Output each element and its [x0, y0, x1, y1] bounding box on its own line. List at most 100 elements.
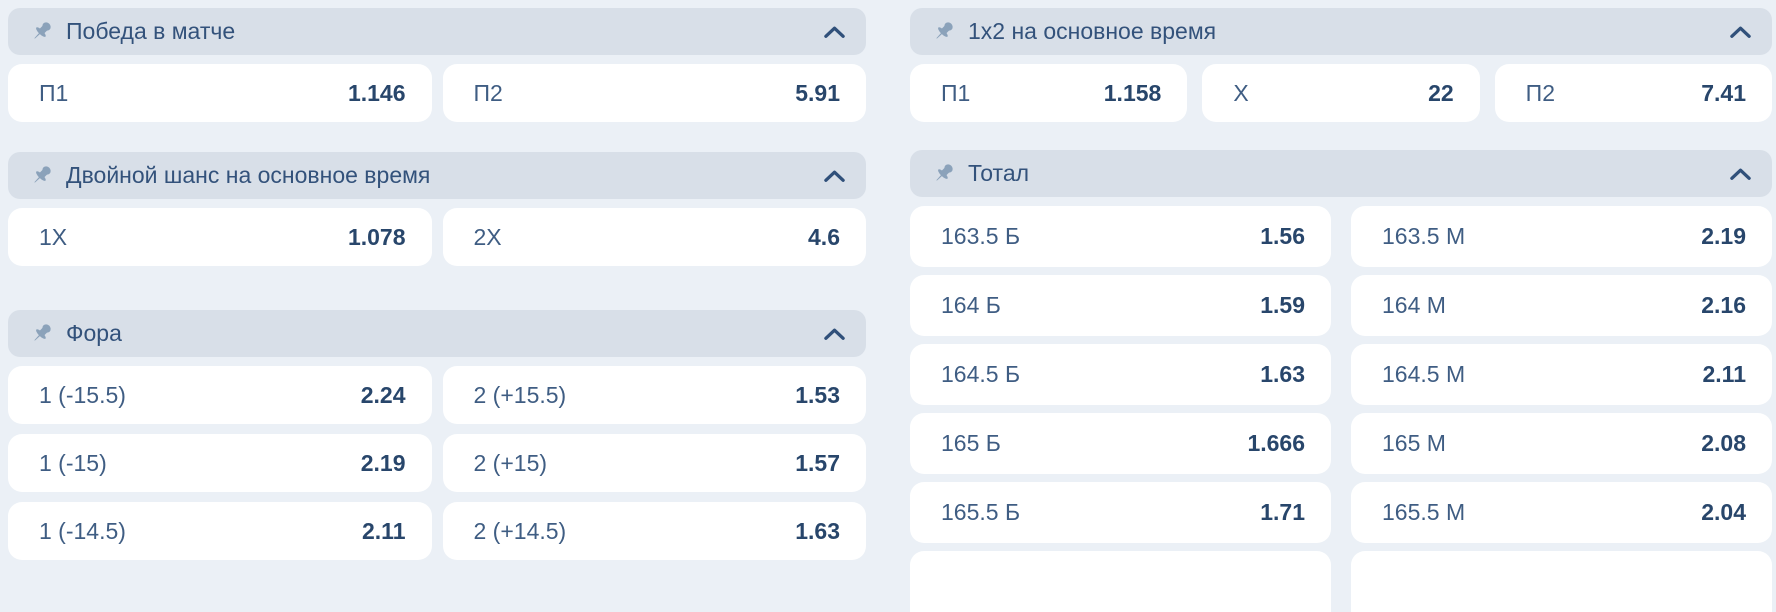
market-header[interactable]: 1x2 на основное время: [910, 8, 1772, 55]
odds-row: 164.5 Б 1.63 164.5 М 2.11: [910, 344, 1772, 405]
odds-cell[interactable]: 1 (-15.5) 2.24: [8, 366, 432, 424]
odds-label: 164 М: [1382, 292, 1446, 318]
odds-label: 164.5 Б: [941, 361, 1021, 387]
market-header[interactable]: Победа в матче: [8, 8, 866, 55]
market-title: Тотал: [968, 160, 1030, 186]
odds-label: 2 (+14.5): [473, 517, 567, 544]
odds-cell[interactable]: 165 Б 1.666: [910, 413, 1331, 474]
odds-rows: 163.5 Б 1.56 163.5 М 2.19 164 Б 1.59 164 М 2.16…: [910, 206, 1772, 612]
odds-cell[interactable]: 164 Б 1.59: [910, 275, 1331, 336]
odds-cell[interactable]: 164.5 Б 1.63: [910, 344, 1331, 405]
odds-value: 2.19: [360, 449, 406, 476]
odds-value: 2.11: [362, 517, 406, 544]
odds-cell-partial: [910, 551, 1331, 612]
odds-value: 1.078: [347, 223, 406, 250]
odds-label: 2X: [473, 223, 502, 250]
odds-label: 164 Б: [941, 292, 1001, 318]
odds-value: 1.63: [1260, 361, 1305, 387]
odds-label: 163.5 Б: [941, 223, 1021, 249]
odds-cell[interactable]: 164.5 М 2.11: [1351, 344, 1772, 405]
chevron-up-icon[interactable]: [1729, 167, 1752, 181]
odds-value: 2.08: [1701, 430, 1746, 456]
odds-row: П1 1.158 X 22 П2 7.41: [910, 64, 1772, 122]
odds-label: 165.5 Б: [941, 499, 1021, 525]
market-header[interactable]: Двойной шанс на основное время: [8, 152, 866, 199]
odds-cell[interactable]: 1X 1.078: [8, 208, 432, 266]
odds-cell[interactable]: 165.5 Б 1.71: [910, 482, 1331, 543]
odds-label: 1 (-15): [39, 449, 107, 476]
odds-row: 1 (-15.5) 2.24 2 (+15.5) 1.53: [8, 366, 866, 424]
odds-label: 1 (-15.5): [39, 381, 126, 408]
odds-cell[interactable]: X 22: [1202, 64, 1480, 122]
odds-value: 1.57: [795, 449, 840, 476]
pushpin-icon[interactable]: [29, 163, 54, 188]
odds-row: 1 (-14.5) 2.11 2 (+14.5) 1.63: [8, 502, 866, 560]
odds-label: 163.5 М: [1382, 223, 1466, 249]
odds-cell[interactable]: 2 (+15.5) 1.53: [442, 366, 866, 424]
market-section: Тотал 163.5 Б 1.56 163.5 М 2.19 164 Б 1.59 164 …: [910, 150, 1772, 612]
odds-cell[interactable]: 165.5 М 2.04: [1351, 482, 1772, 543]
market-title: Двойной шанс на основное время: [66, 162, 431, 188]
odds-label: 165.5 М: [1382, 499, 1466, 525]
odds-label: 165 Б: [941, 430, 1001, 456]
odds-row: 164 Б 1.59 164 М 2.16: [910, 275, 1772, 336]
odds-cell-partial: [1351, 551, 1772, 612]
chevron-up-icon[interactable]: [1729, 25, 1752, 39]
odds-label: П2: [1525, 79, 1555, 106]
market-section: Фора 1 (-15.5) 2.24 2 (+15.5) 1.53 1 (-15) 2.1…: [8, 310, 866, 560]
market-title: Фора: [66, 320, 122, 346]
odds-value: 1.63: [795, 517, 840, 544]
chevron-up-icon[interactable]: [823, 25, 846, 39]
odds-row: 1 (-15) 2.19 2 (+15) 1.57: [8, 434, 866, 492]
odds-label: 2 (+15): [473, 449, 548, 476]
odds-row: 165.5 Б 1.71 165.5 М 2.04: [910, 482, 1772, 543]
odds-label: П1: [39, 79, 69, 106]
odds-row: П1 1.146 П2 5.91: [8, 64, 866, 122]
odds-value: 1.666: [1247, 430, 1305, 456]
odds-value: 1.56: [1260, 223, 1305, 249]
odds-cell[interactable]: 163.5 Б 1.56: [910, 206, 1331, 267]
odds-cell[interactable]: 2 (+14.5) 1.63: [442, 502, 866, 560]
odds-value: 2.16: [1701, 292, 1746, 318]
pushpin-icon[interactable]: [29, 321, 54, 346]
market-section: Победа в матче П1 1.146 П2 5.91: [8, 8, 866, 122]
odds-cell[interactable]: 163.5 М 2.19: [1351, 206, 1772, 267]
market-header[interactable]: Тотал: [910, 150, 1772, 197]
chevron-up-icon[interactable]: [823, 327, 846, 341]
odds-label: 1X: [39, 223, 68, 250]
odds-cell[interactable]: 1 (-14.5) 2.11: [8, 502, 432, 560]
odds-label: 164.5 М: [1382, 361, 1466, 387]
odds-label: П1: [941, 79, 971, 106]
pushpin-icon[interactable]: [29, 19, 54, 44]
market-section: Двойной шанс на основное время 1X 1.078 2X 4…: [8, 152, 866, 266]
odds-cell[interactable]: П2 7.41: [1494, 64, 1772, 122]
odds-row: 165 Б 1.666 165 М 2.08: [910, 413, 1772, 474]
odds-value: 22: [1428, 79, 1454, 106]
odds-cell[interactable]: 165 М 2.08: [1351, 413, 1772, 474]
odds-value: 5.91: [795, 79, 840, 106]
odds-cell[interactable]: 1 (-15) 2.19: [8, 434, 432, 492]
odds-cell[interactable]: 2 (+15) 1.57: [442, 434, 866, 492]
pushpin-icon[interactable]: [931, 161, 956, 186]
odds-value: 4.6: [808, 223, 840, 250]
chevron-up-icon[interactable]: [823, 169, 846, 183]
markets-column-right: 1x2 на основное время П1 1.158 X 22 П2 7.41 Тот…: [910, 0, 1772, 612]
market-title: 1x2 на основное время: [968, 18, 1217, 44]
market-section: 1x2 на основное время П1 1.158 X 22 П2 7.41: [910, 8, 1772, 122]
odds-value: 1.146: [347, 79, 406, 106]
market-header[interactable]: Фора: [8, 310, 866, 357]
pushpin-icon[interactable]: [931, 19, 956, 44]
odds-value: 1.59: [1260, 292, 1305, 318]
odds-value: 1.53: [795, 381, 840, 408]
odds-value: 2.24: [360, 381, 406, 408]
odds-cell[interactable]: 2X 4.6: [442, 208, 866, 266]
odds-cell[interactable]: 164 М 2.16: [1351, 275, 1772, 336]
odds-label: П2: [473, 79, 503, 106]
odds-cell[interactable]: П2 5.91: [442, 64, 866, 122]
odds-cell[interactable]: П1 1.158: [910, 64, 1188, 122]
market-title: Победа в матче: [66, 18, 236, 44]
odds-cell[interactable]: П1 1.146: [8, 64, 432, 122]
odds-rows: П1 1.146 П2 5.91: [8, 64, 866, 122]
odds-value: 1.158: [1103, 79, 1162, 106]
odds-row: 1X 1.078 2X 4.6: [8, 208, 866, 266]
